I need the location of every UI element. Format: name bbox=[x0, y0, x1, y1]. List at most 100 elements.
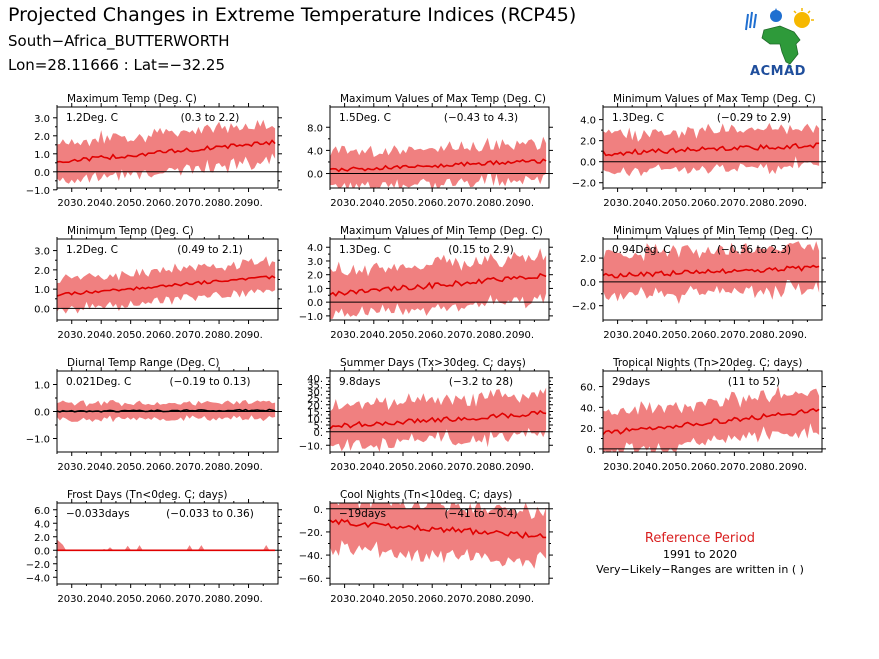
y-tick-label: 1.0 bbox=[34, 381, 50, 392]
x-tick-label: 2050. bbox=[662, 330, 691, 341]
x-tick-label: 2060. bbox=[418, 462, 447, 473]
acmad-africa-logo-icon bbox=[745, 8, 814, 70]
mean-line bbox=[330, 409, 547, 430]
reference-period-title: Reference Period bbox=[644, 531, 756, 546]
x-tick-label: 2030. bbox=[330, 198, 359, 209]
y-tick-label: −60. bbox=[299, 574, 323, 585]
x-tick-label: 2070. bbox=[447, 594, 476, 605]
y-tick-label: 10. bbox=[307, 414, 323, 425]
range-band bbox=[57, 256, 276, 314]
chart-panel-9: −4.0 −2.0 0.0 2.0 4.0 6.0 2030. 2040. 2050. 2060.… bbox=[26, 489, 282, 605]
y-tick-label: 3.0 bbox=[34, 114, 50, 125]
y-tick-label: 0.0 bbox=[580, 158, 596, 169]
x-tick-label: 2040. bbox=[632, 330, 661, 341]
x-tick-label: 2060. bbox=[418, 330, 447, 341]
x-tick-label: 2070. bbox=[447, 462, 476, 473]
x-tick-label: 2030. bbox=[57, 330, 86, 341]
chart-title: Tropical Nights (Tn>20deg. C; days) bbox=[612, 357, 802, 369]
range-band bbox=[603, 385, 820, 452]
x-tick-label: 2060. bbox=[146, 594, 175, 605]
x-tick-label: 2030. bbox=[57, 594, 86, 605]
y-tick-label: 35. bbox=[307, 381, 323, 392]
plot-frame bbox=[329, 238, 550, 321]
x-tick-label: 2030. bbox=[603, 330, 632, 341]
y-tick-label: 2.0 bbox=[307, 271, 323, 282]
y-tick-label: −1.0 bbox=[26, 186, 50, 197]
y-tick-label: 0.0 bbox=[34, 408, 50, 419]
y-tick-label: −2.0 bbox=[572, 302, 596, 313]
x-tick-label: 2060. bbox=[418, 594, 447, 605]
likely-range-label: (−3.2 to 28) bbox=[449, 376, 513, 388]
y-tick-label: 0.0 bbox=[307, 170, 323, 181]
y-tick-label: 0. bbox=[586, 445, 596, 456]
y-tick-label: 25. bbox=[307, 394, 323, 405]
y-tick-label: −4.0 bbox=[26, 573, 50, 584]
x-tick-label: 2030. bbox=[57, 462, 86, 473]
y-tick-label: −10. bbox=[299, 441, 323, 452]
y-tick-label: 1.0 bbox=[34, 150, 50, 161]
chart-title: Minimum Values of Max Temp (Deg. C) bbox=[613, 93, 816, 105]
x-tick-label: 2080. bbox=[476, 594, 505, 605]
x-tick-label: 2080. bbox=[476, 198, 505, 209]
x-tick-label: 2040. bbox=[87, 330, 116, 341]
likely-range-label: (−0.43 to 4.3) bbox=[444, 112, 518, 124]
x-tick-label: 2040. bbox=[87, 462, 116, 473]
chart-panel-3: 0.0 1.0 2.0 3.0 2030. 2040. 2050. 2060. 2070. 208… bbox=[34, 225, 282, 341]
y-tick-label: 0.0 bbox=[34, 304, 50, 315]
plot-frame bbox=[329, 106, 550, 189]
y-tick-label: 3.0 bbox=[307, 257, 323, 268]
y-tick-label: −1.0 bbox=[26, 435, 50, 446]
x-tick-label: 2030. bbox=[330, 462, 359, 473]
y-tick-label: 2.0 bbox=[580, 137, 596, 148]
mean-change-label: −19days bbox=[339, 508, 386, 520]
x-tick-label: 2040. bbox=[359, 330, 388, 341]
chart-panel-6: −1.0 0.0 1.0 2030. 2040. 2050. 2060. 2070. 2080.… bbox=[26, 357, 282, 473]
x-tick-label: 2050. bbox=[116, 462, 145, 473]
likely-range-label: (0.49 to 2.1) bbox=[177, 244, 243, 256]
y-tick-label: 0.0 bbox=[34, 168, 50, 179]
x-tick-label: 2030. bbox=[603, 462, 632, 473]
x-tick-label: 2030. bbox=[330, 594, 359, 605]
x-tick-label: 2090. bbox=[234, 462, 263, 473]
mean-change-label: 1.3Deg. C bbox=[339, 244, 391, 256]
x-tick-label: 2070. bbox=[447, 330, 476, 341]
range-band bbox=[603, 122, 820, 177]
y-tick-label: −2.0 bbox=[26, 560, 50, 571]
mean-line bbox=[330, 158, 547, 173]
chart-panel-8: 0. 20. 40. 60. 2030. 2040. 2050. 2060. 2070. 2080… bbox=[580, 357, 826, 473]
mean-change-label: 0.94Deg. C bbox=[612, 244, 671, 256]
likely-range-label: (−41 to −0.4) bbox=[444, 508, 517, 520]
y-tick-label: 4.0 bbox=[34, 519, 50, 530]
location-label: South−Africa_BUTTERWORTH bbox=[8, 32, 230, 50]
likely-range-label: (−0.033 to 0.36) bbox=[166, 508, 254, 520]
range-band bbox=[57, 539, 276, 551]
mean-line bbox=[603, 407, 820, 436]
y-tick-label: 4.0 bbox=[307, 146, 323, 157]
chart-title: Maximum Values of Min Temp (Deg. C) bbox=[340, 225, 543, 237]
x-tick-label: 2050. bbox=[662, 198, 691, 209]
x-tick-label: 2050. bbox=[116, 330, 145, 341]
x-tick-label: 2060. bbox=[691, 462, 720, 473]
x-tick-label: 2080. bbox=[476, 462, 505, 473]
y-tick-label: 1.0 bbox=[307, 284, 323, 295]
chart-title: Maximum Temp (Deg. C) bbox=[67, 93, 197, 105]
x-tick-label: 2060. bbox=[691, 198, 720, 209]
y-tick-label: 2.0 bbox=[580, 254, 596, 265]
x-tick-label: 2060. bbox=[146, 198, 175, 209]
x-tick-label: 2080. bbox=[205, 330, 234, 341]
mean-change-label: 1.5Deg. C bbox=[339, 112, 391, 124]
x-tick-label: 2050. bbox=[662, 462, 691, 473]
mean-change-label: 29days bbox=[612, 376, 650, 388]
mean-line bbox=[57, 139, 276, 164]
chart-title: Minimum Values of Min Temp (Deg. C) bbox=[613, 225, 813, 237]
mean-line bbox=[57, 408, 276, 413]
y-tick-label: 0. bbox=[313, 428, 323, 439]
y-tick-label: −40. bbox=[299, 551, 323, 562]
chart-title: Minimum Temp (Deg. C) bbox=[67, 225, 194, 237]
x-tick-label: 2080. bbox=[205, 198, 234, 209]
x-tick-label: 2050. bbox=[389, 198, 418, 209]
y-tick-label: 15. bbox=[307, 408, 323, 419]
